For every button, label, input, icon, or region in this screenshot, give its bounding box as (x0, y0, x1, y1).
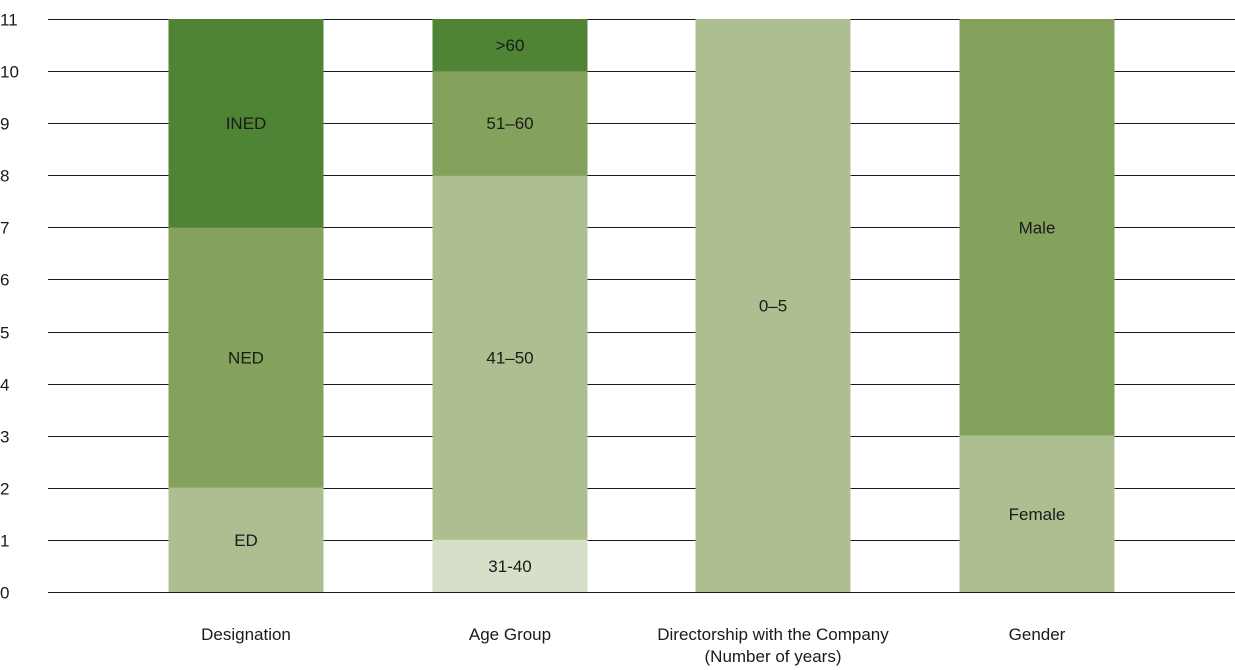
bar-segment (432, 539, 588, 592)
category-label: (Number of years) (705, 647, 842, 666)
bar-segment (959, 19, 1115, 436)
y-tick-label: 5 (0, 324, 9, 343)
bar-segment (432, 19, 588, 72)
y-tick-label: 0 (0, 584, 9, 603)
y-tick-label: 9 (0, 115, 9, 134)
bar-segment (168, 19, 324, 228)
y-axis-ticks: 0 1 2 3 4 5 6 7 8 9 10 11 (0, 11, 19, 603)
y-tick-label: 4 (0, 376, 9, 395)
bar-segment (168, 487, 324, 592)
bar-segment (432, 175, 588, 540)
segment-label: 41–50 (486, 349, 533, 368)
y-tick-label: 10 (0, 63, 19, 82)
bar-stack: 31-40 41–50 51–60 >60 (432, 19, 588, 592)
x-axis-labels: Designation Age Group Directorship with th… (201, 625, 1066, 666)
segment-label: >60 (496, 36, 525, 55)
y-tick-label: 7 (0, 219, 9, 238)
segment-label: 0–5 (759, 297, 787, 316)
segment-label: NED (228, 349, 264, 368)
bars: ED NED INED 31-40 41–50 51–60 >60 0–5 Female Male (168, 19, 1115, 592)
bar-segment (695, 19, 851, 592)
segment-label: Female (1009, 505, 1066, 524)
bar-stack: 0–5 (695, 19, 851, 592)
y-tick-label: 3 (0, 428, 9, 447)
bar-segment (432, 71, 588, 176)
bar-segment (959, 435, 1115, 592)
category-label: Age Group (469, 625, 551, 644)
segment-label: 51–60 (486, 114, 533, 133)
segment-label: ED (234, 531, 258, 550)
segment-label: INED (226, 114, 267, 133)
y-tick-label: 8 (0, 167, 9, 186)
segment-label: 31-40 (488, 557, 531, 576)
segment-label: Male (1019, 218, 1056, 237)
bar-stack: Female Male (959, 19, 1115, 592)
category-label: Directorship with the Company (657, 625, 889, 644)
y-tick-label: 6 (0, 271, 9, 290)
category-label: Designation (201, 625, 291, 644)
y-tick-label: 11 (0, 11, 18, 30)
bar-segment (168, 227, 324, 488)
bar-stack: ED NED INED (168, 19, 324, 592)
y-tick-label: 2 (0, 480, 9, 499)
y-tick-label: 1 (0, 532, 9, 551)
category-label: Gender (1009, 625, 1066, 644)
